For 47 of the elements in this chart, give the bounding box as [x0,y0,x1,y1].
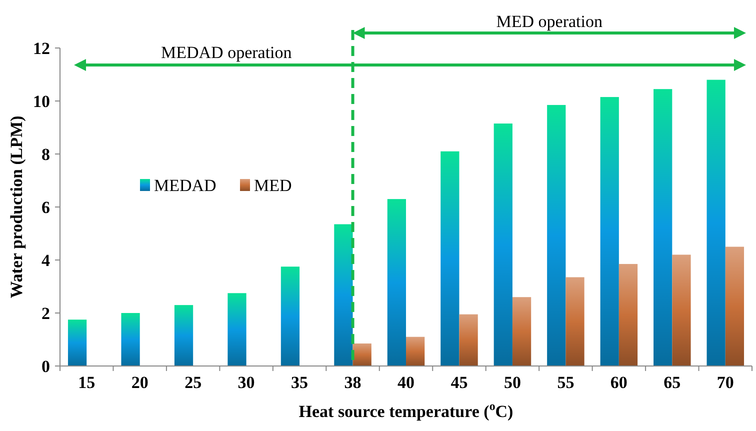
x-tick-label: 55 [557,373,574,392]
bar [334,224,353,366]
x-tick-label: 38 [344,373,362,392]
legend-label: MED [254,176,292,195]
x-tick-label: 70 [716,373,734,392]
bar [547,104,566,366]
bar [512,297,532,366]
bar [566,277,584,366]
bar [387,199,406,366]
bar [654,89,672,366]
bar [725,246,744,366]
bar [459,314,478,366]
bar [121,313,140,366]
bar [228,293,246,366]
x-tick-label: 15 [78,373,96,392]
y-tick-label: 6 [42,198,50,217]
y-tick-label: 10 [33,92,50,111]
x-tick-label: 25 [184,373,202,392]
bar [174,305,194,366]
x-axis-title: Heat source temperature ($^{o}$C) [298,399,514,421]
annotation: MEDAD operation [160,43,292,62]
legend-label: MEDAD [154,176,216,195]
bar [706,80,726,366]
y-tick-label: 4 [42,250,50,270]
y-tick-label: 8 [42,144,50,164]
bar [406,336,425,366]
bar [280,266,300,366]
x-tick-label: 45 [450,373,468,392]
x-tick-label: 35 [291,373,308,392]
x-tick-label: 65 [664,373,681,392]
x-tick-label: 20 [131,373,148,392]
x-tick-label: 40 [398,373,414,392]
x-tick-label: 30 [238,373,255,392]
bar [68,320,87,366]
x-tick-label: 60 [610,373,628,392]
y-axis-title: Water production (LPM) [7,116,26,298]
y-tick-label: 2 [42,304,50,323]
y-tick-label: 12 [33,38,50,58]
bar [672,254,691,366]
bar [600,97,619,366]
bar [352,343,372,366]
bar [618,264,638,366]
x-tick-label: 50 [504,373,521,392]
bar [440,151,460,366]
y-tick-label: 0 [42,356,50,376]
bar [494,124,512,366]
text: MED operation [496,12,603,31]
